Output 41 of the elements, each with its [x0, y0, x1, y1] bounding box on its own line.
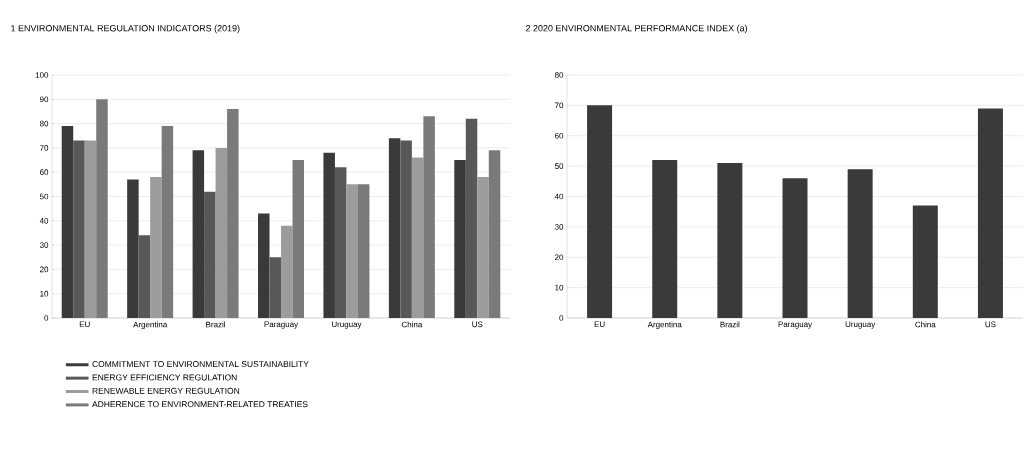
bar — [127, 179, 139, 318]
bar — [84, 140, 97, 318]
bar — [161, 126, 174, 318]
legend-label: ADHERENCE TO ENVIRONMENT-RELATED TREATIES — [92, 401, 308, 408]
bar — [477, 177, 489, 318]
bar — [138, 235, 151, 318]
bar — [357, 184, 370, 318]
bar — [488, 150, 501, 318]
bar — [227, 109, 239, 318]
bar — [150, 177, 162, 318]
bar — [411, 157, 424, 318]
bar — [192, 150, 205, 318]
bar — [847, 169, 873, 318]
bar — [782, 178, 808, 318]
legend-label: COMMITMENT TO ENVIRONMENTAL SUSTAINABILITY — [92, 361, 309, 368]
bar — [334, 167, 347, 318]
bar — [652, 160, 678, 318]
bar — [281, 225, 293, 318]
chart-title: 1 ENVIRONMENTAL REGULATION INDICATORS (2019) — [11, 24, 240, 34]
bar — [292, 160, 305, 318]
bar — [258, 213, 270, 318]
bar — [204, 191, 216, 318]
bar — [73, 140, 85, 318]
bar — [423, 116, 435, 318]
bar — [323, 152, 335, 318]
bar — [346, 184, 358, 318]
bar — [400, 140, 412, 318]
bar — [388, 138, 401, 318]
bar — [269, 257, 282, 318]
legend-label: RENEWABLE ENERGY REGULATION — [92, 387, 240, 394]
bar — [215, 147, 228, 318]
bar — [717, 163, 743, 318]
bar — [912, 205, 938, 318]
bar — [61, 126, 74, 318]
bar — [454, 160, 466, 318]
bar — [96, 99, 108, 318]
bar — [465, 118, 478, 318]
bar — [587, 105, 613, 318]
bar — [977, 108, 1003, 318]
legend-label: ENERGY EFFICIENCY REGULATION — [92, 374, 237, 381]
chart-title: 2 2020 ENVIRONMENTAL PERFORMANCE INDEX (a) — [525, 24, 748, 34]
